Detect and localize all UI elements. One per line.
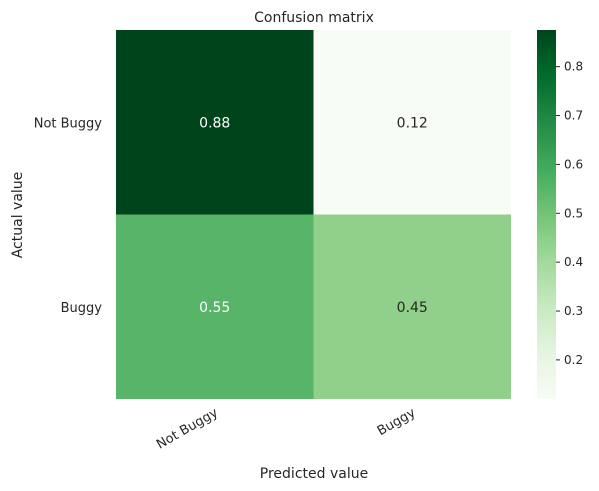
heatmap-cell: [313, 214, 511, 399]
x-axis-label: Predicted value: [260, 466, 368, 482]
cell-value-label: 0.12: [397, 115, 428, 131]
heatmap-cell: [116, 214, 314, 399]
colorbar-tick-label: 0.8: [564, 60, 583, 74]
y-axis-label: Actual value: [10, 172, 26, 259]
x-tick-labels: Not Buggy Buggy: [154, 405, 418, 452]
colorbar-tick-label: 0.4: [564, 255, 583, 269]
cell-value-label: 0.45: [397, 300, 428, 316]
y-tick-label: Buggy: [61, 301, 103, 316]
colorbar-ticks: 0.2 0.3 0.4 0.5 0.6 0.7 0.8: [556, 60, 583, 367]
colorbar-tick-label: 0.3: [564, 304, 583, 318]
colorbar-tick-label: 0.5: [564, 206, 583, 220]
chart-title: Confusion matrix: [254, 10, 374, 26]
y-tick-label: Not Buggy: [34, 116, 103, 131]
x-tick-label: Not Buggy: [154, 405, 221, 452]
y-tick-labels: Not Buggy Buggy: [34, 116, 103, 316]
heatmap-cell: [313, 30, 511, 215]
cell-value-label: 0.88: [199, 115, 230, 131]
colorbar: [537, 30, 556, 399]
colorbar-tick-label: 0.2: [564, 353, 583, 367]
colorbar-tick-label: 0.6: [564, 157, 583, 171]
heatmap-cells: 0.88 0.12 0.55 0.45: [116, 30, 511, 399]
heatmap-cell: [116, 30, 314, 215]
x-tick-label: Buggy: [375, 405, 419, 439]
colorbar-tick-label: 0.7: [564, 109, 583, 123]
cell-value-label: 0.55: [199, 300, 230, 316]
